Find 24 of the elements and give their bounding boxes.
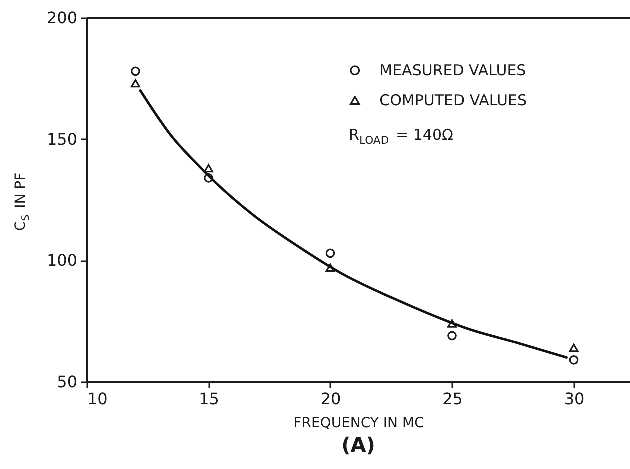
y-tick-label: 150 bbox=[46, 130, 78, 149]
y-axis-title: CS IN PF bbox=[13, 172, 32, 232]
x-axis-title: FREQUENCY IN MC bbox=[294, 416, 425, 432]
x-tick-label: 15 bbox=[199, 390, 220, 408]
y-tick-label: 200 bbox=[46, 8, 78, 28]
point bbox=[326, 248, 336, 258]
point bbox=[448, 320, 457, 328]
legend-label: MEASURED VALUES bbox=[380, 62, 526, 80]
text: (A) bbox=[342, 433, 376, 457]
x-tick-label: 20 bbox=[320, 390, 342, 408]
point bbox=[131, 66, 140, 76]
point bbox=[131, 79, 140, 88]
point bbox=[204, 164, 214, 173]
point bbox=[569, 355, 579, 365]
point bbox=[326, 264, 336, 272]
point bbox=[448, 331, 457, 341]
legend-label: COMPUTED VALUES bbox=[380, 92, 527, 110]
point bbox=[204, 173, 214, 183]
x-tick-label: 10 bbox=[88, 390, 108, 408]
x-tick-label: 30 bbox=[564, 390, 585, 408]
x-tick-label: 25 bbox=[442, 390, 463, 408]
y-tick-label: 100 bbox=[46, 251, 78, 270]
y-tick-label: 50 bbox=[57, 372, 78, 392]
point bbox=[569, 344, 579, 352]
